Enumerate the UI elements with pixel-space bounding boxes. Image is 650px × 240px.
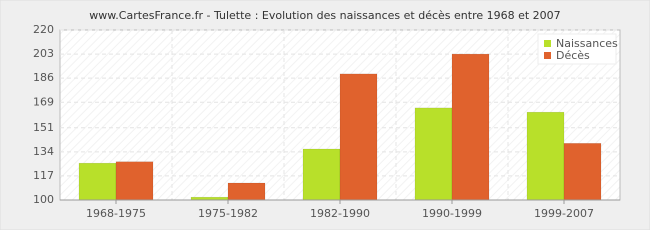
- x-tick-label: 1999-2007: [534, 207, 594, 220]
- y-tick-label: 203: [33, 47, 54, 60]
- y-tick-label: 134: [33, 145, 54, 158]
- bar: [78, 162, 117, 201]
- bar: [414, 107, 453, 201]
- x-tick-label: 1990-1999: [422, 207, 482, 220]
- bar: [339, 73, 378, 201]
- x-tick-label: 1968-1975: [86, 207, 146, 220]
- bar: [227, 182, 266, 201]
- x-tick-label: 1982-1990: [310, 207, 370, 220]
- y-tick-label: 117: [33, 169, 54, 182]
- bar: [526, 111, 565, 201]
- bar: [563, 143, 602, 201]
- bar: [451, 53, 490, 201]
- bar: [115, 161, 154, 201]
- legend-swatch: [544, 40, 551, 47]
- legend-label: Décès: [556, 49, 590, 62]
- chart-title: www.CartesFrance.fr - Tulette : Evolutio…: [89, 9, 560, 22]
- y-tick-label: 100: [33, 193, 54, 206]
- legend-swatch: [544, 52, 551, 59]
- y-tick-label: 151: [33, 121, 54, 134]
- y-tick-label: 220: [33, 23, 54, 36]
- x-tick-label: 1975-1982: [198, 207, 258, 220]
- chart: www.CartesFrance.fr - Tulette : Evolutio…: [0, 0, 650, 230]
- y-tick-label: 169: [33, 95, 54, 108]
- bar: [302, 148, 341, 201]
- legend-label: Naissances: [556, 37, 618, 50]
- y-tick-label: 186: [33, 71, 54, 84]
